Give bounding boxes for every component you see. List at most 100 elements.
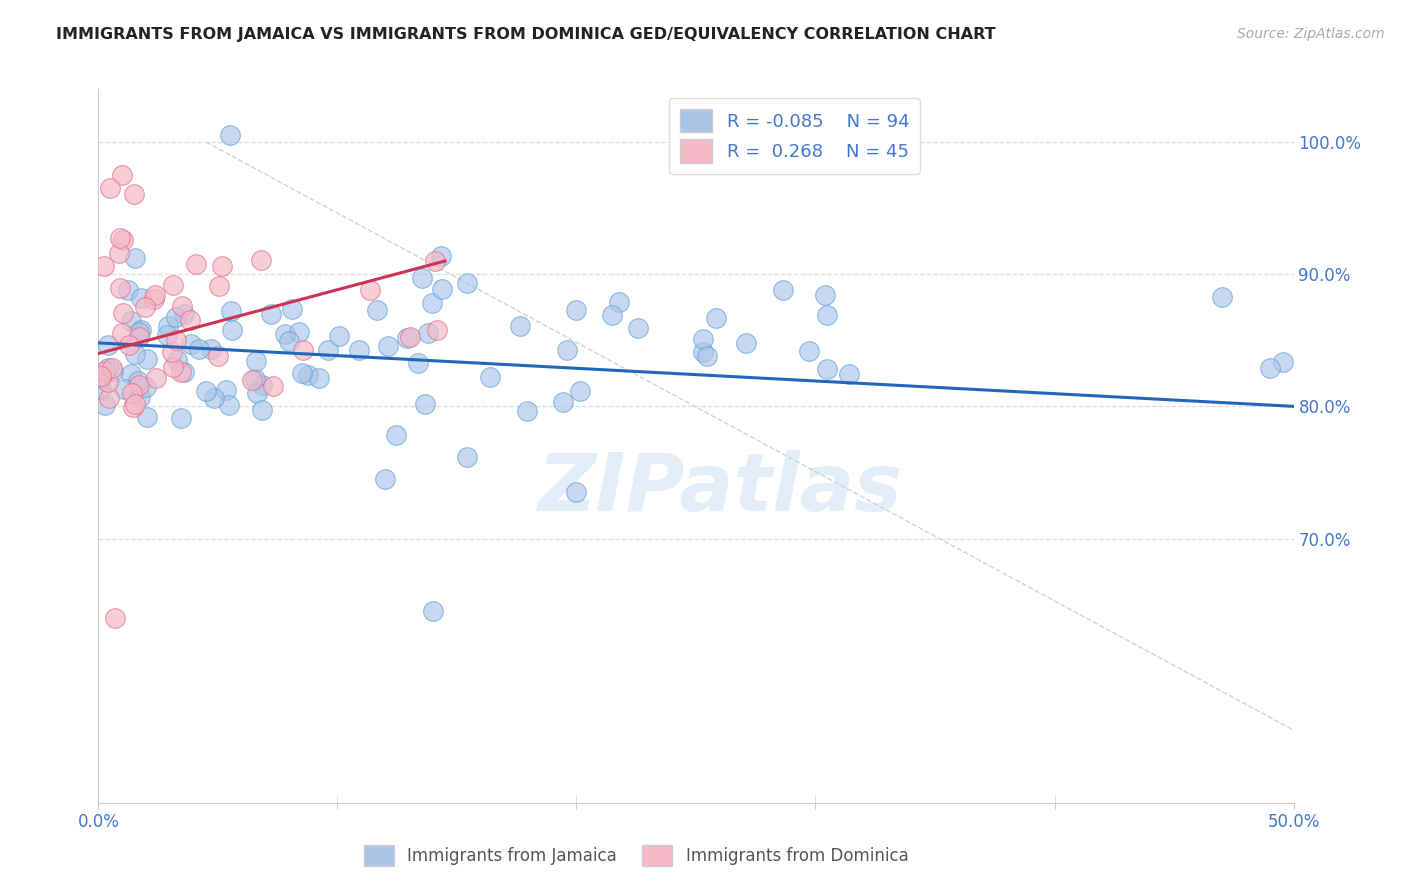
Point	[422, 604, 444, 618]
Point	[420, 295, 443, 310]
Point	[456, 276, 478, 290]
Point	[377, 339, 399, 353]
Point	[195, 384, 218, 399]
Point	[218, 398, 240, 412]
Point	[156, 327, 179, 342]
Point	[316, 343, 339, 357]
Point	[692, 332, 714, 346]
Point	[278, 334, 301, 348]
Point	[219, 303, 242, 318]
Point	[219, 128, 242, 143]
Point	[90, 371, 112, 385]
Point	[274, 326, 297, 341]
Point	[399, 329, 422, 343]
Point	[262, 379, 284, 393]
Point	[112, 382, 135, 396]
Point	[735, 336, 758, 351]
Point	[90, 382, 112, 396]
Point	[243, 372, 266, 386]
Point	[121, 401, 143, 415]
Legend: Immigrants from Jamaica, Immigrants from Dominica: Immigrants from Jamaica, Immigrants from…	[357, 838, 915, 873]
Point	[128, 329, 150, 343]
Point	[101, 364, 124, 378]
Point	[509, 319, 531, 334]
Text: ZIPatlas: ZIPatlas	[537, 450, 903, 528]
Point	[124, 397, 146, 411]
Point	[287, 326, 309, 340]
Point	[1211, 290, 1233, 304]
Point	[117, 283, 139, 297]
Point	[134, 300, 156, 314]
Point	[395, 330, 418, 344]
Point	[359, 283, 381, 297]
Point	[162, 359, 184, 374]
Point	[211, 259, 233, 273]
Point	[162, 278, 184, 293]
Point	[292, 343, 315, 357]
Point	[772, 283, 794, 297]
Point	[565, 302, 588, 317]
Point	[456, 450, 478, 464]
Point	[516, 404, 538, 418]
Point	[127, 375, 149, 389]
Point	[426, 323, 449, 337]
Point	[120, 367, 142, 381]
Point	[104, 611, 127, 625]
Text: Source: ZipAtlas.com: Source: ZipAtlas.com	[1237, 27, 1385, 41]
Point	[704, 311, 727, 326]
Point	[1258, 361, 1281, 376]
Point	[202, 391, 225, 405]
Point	[166, 353, 188, 368]
Point	[97, 338, 120, 352]
Point	[432, 282, 454, 296]
Point	[245, 354, 267, 368]
Point	[120, 314, 142, 328]
Point	[291, 367, 314, 381]
Point	[347, 343, 370, 358]
Point	[97, 360, 120, 375]
Point	[135, 380, 157, 394]
Point	[692, 344, 714, 359]
Point	[696, 349, 718, 363]
Point	[415, 397, 437, 411]
Point	[733, 128, 755, 143]
Point	[374, 472, 396, 486]
Point	[815, 361, 838, 376]
Point	[129, 390, 152, 404]
Point	[180, 336, 202, 351]
Point	[101, 361, 124, 376]
Point	[118, 337, 141, 351]
Point	[111, 326, 134, 341]
Point	[98, 181, 122, 195]
Point	[128, 325, 150, 339]
Point	[565, 485, 588, 500]
Point	[607, 294, 630, 309]
Point	[797, 344, 820, 359]
Point	[124, 252, 146, 266]
Point	[172, 299, 194, 313]
Point	[142, 293, 165, 307]
Point	[128, 378, 150, 392]
Point	[187, 342, 209, 356]
Point	[112, 306, 135, 320]
Point	[553, 395, 575, 409]
Point	[129, 323, 152, 337]
Point	[384, 427, 406, 442]
Point	[240, 373, 263, 387]
Point	[129, 291, 152, 305]
Point	[281, 301, 304, 316]
Point	[555, 343, 578, 357]
Point	[200, 343, 222, 357]
Point	[121, 386, 143, 401]
Point	[124, 347, 146, 361]
Point	[411, 271, 433, 285]
Point	[170, 365, 193, 379]
Point	[108, 231, 131, 245]
Point	[250, 378, 273, 392]
Text: IMMIGRANTS FROM JAMAICA VS IMMIGRANTS FROM DOMINICA GED/EQUIVALENCY CORRELATION : IMMIGRANTS FROM JAMAICA VS IMMIGRANTS FR…	[56, 27, 995, 42]
Point	[111, 233, 134, 247]
Point	[260, 307, 283, 321]
Point	[430, 249, 453, 263]
Point	[627, 320, 650, 334]
Point	[815, 309, 838, 323]
